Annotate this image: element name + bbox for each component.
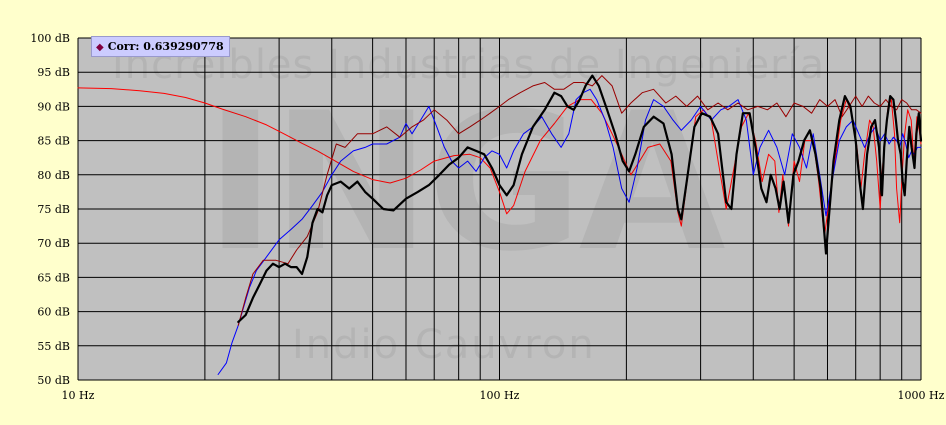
x-tick-label: 100 Hz [480, 389, 520, 402]
series-line-4 [237, 74, 923, 323]
y-tick-label: 55 dB [37, 340, 70, 353]
diamond-marker-icon: ◆ [96, 42, 104, 53]
y-tick-label: 75 dB [37, 203, 70, 216]
x-tick-label: 1000 Hz [898, 389, 945, 402]
y-tick-label: 60 dB [37, 306, 70, 319]
y-axis-ticks: 50 dB 55 dB 60 dB 65 dB 70 dB 75 dB 80 dB 85 dB… [30, 32, 70, 387]
x-axis-ticks: 10 Hz 100 Hz 1000 Hz [62, 389, 945, 402]
series-line-2 [217, 88, 922, 375]
y-tick-label: 85 dB [37, 135, 70, 148]
y-tick-label: 70 dB [37, 237, 70, 250]
y-tick-label: 50 dB [37, 374, 70, 387]
y-tick-label: 95 dB [37, 66, 70, 79]
legend: ◆ Corr: 0.639290778 [91, 36, 230, 57]
series-line-3 [237, 75, 922, 326]
series-lines [77, 74, 923, 375]
legend-text: Corr: 0.639290778 [107, 40, 224, 53]
y-tick-label: 90 dB [37, 100, 70, 113]
grid-lines [77, 37, 922, 381]
y-tick-label: 80 dB [37, 169, 70, 182]
y-tick-label: 100 dB [30, 32, 70, 45]
x-tick-label: 10 Hz [62, 389, 95, 402]
y-tick-label: 65 dB [37, 271, 70, 284]
